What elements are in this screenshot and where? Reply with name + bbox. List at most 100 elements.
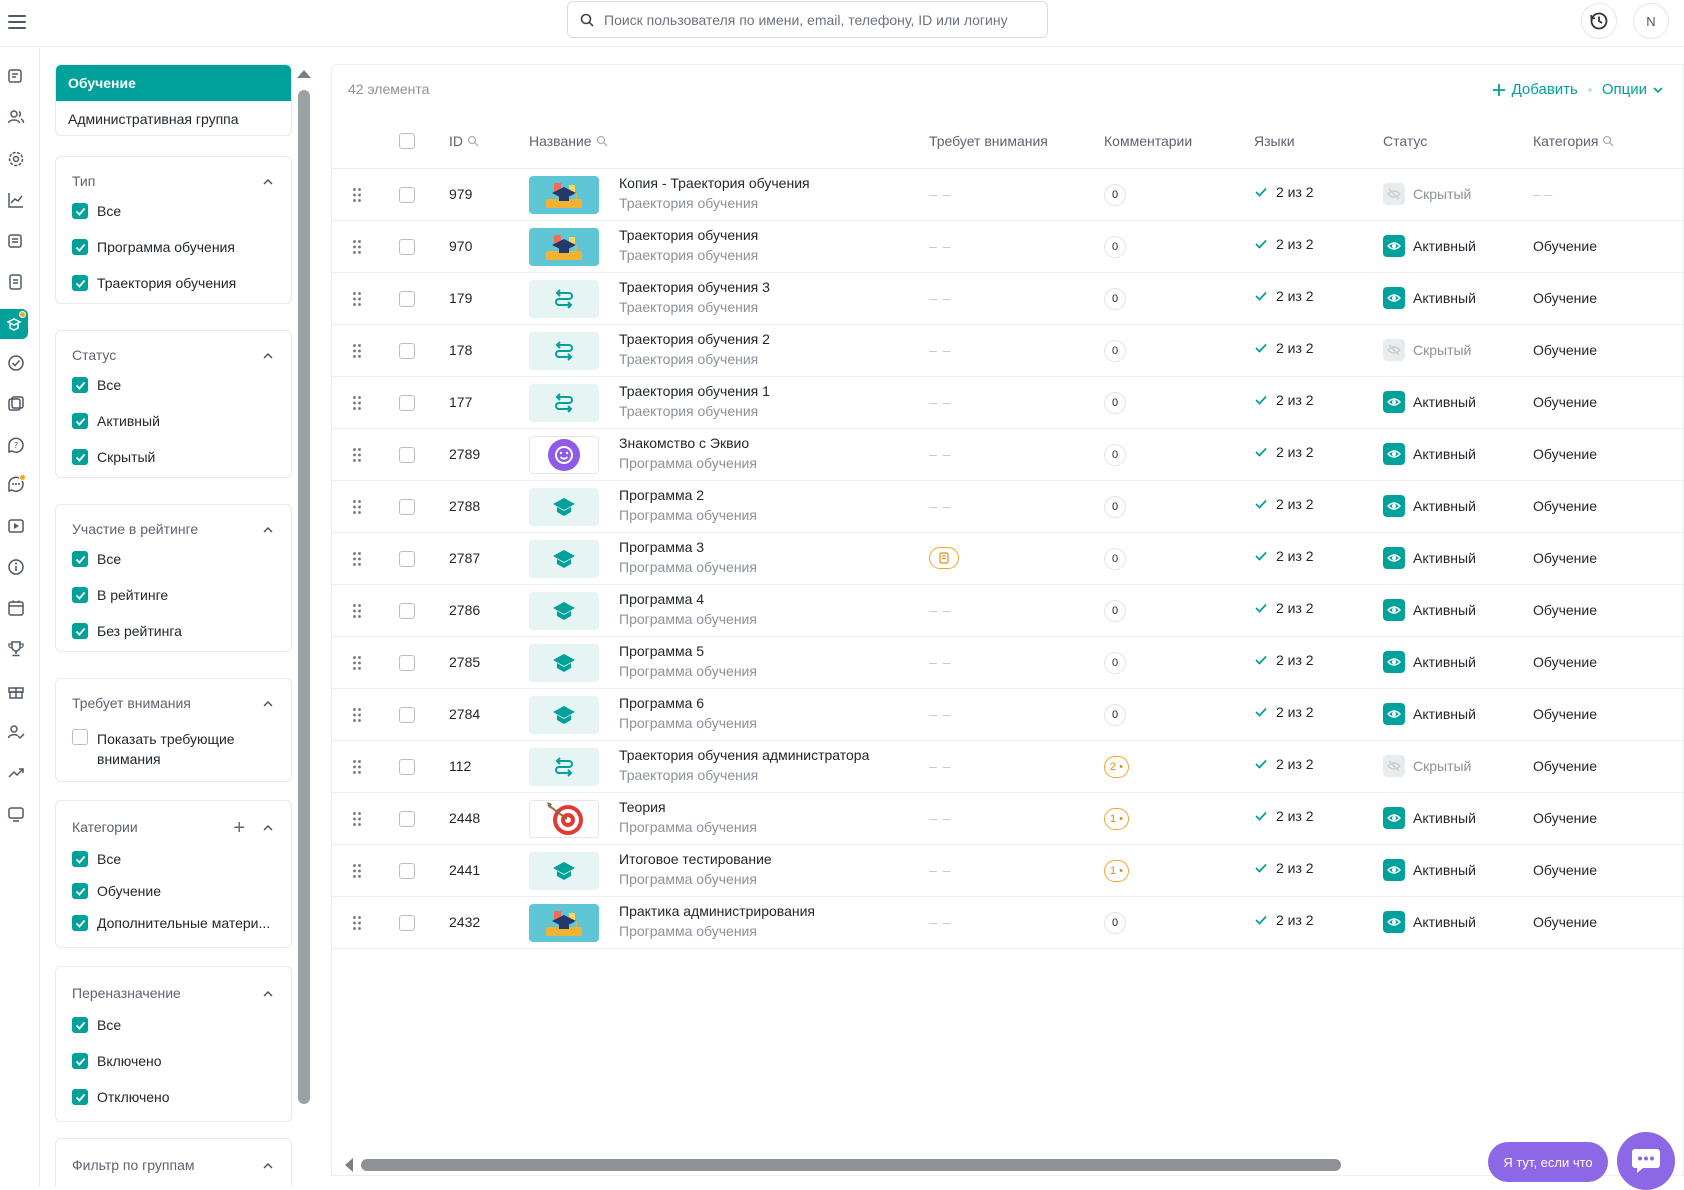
select-all-checkbox[interactable] — [399, 133, 415, 149]
column-header-status[interactable]: Статус — [1383, 133, 1427, 149]
table-row[interactable]: 2432 Практика администрирования Программа … — [332, 897, 1683, 949]
column-header-attention[interactable]: Требует внимания — [929, 133, 1048, 149]
table-row[interactable]: 2785 Программа 5 Программа обучения – – 0 2 и… — [332, 637, 1683, 689]
filter-option[interactable]: Все — [72, 1017, 121, 1033]
monitor-icon[interactable] — [4, 802, 28, 826]
chevron-up-icon[interactable] — [263, 823, 273, 833]
row-checkbox[interactable] — [399, 811, 415, 827]
status-badge[interactable]: Активный — [1383, 235, 1476, 257]
comments-badge[interactable]: 0 — [1104, 912, 1126, 934]
chevron-up-icon[interactable] — [263, 699, 273, 709]
learning-icon[interactable] — [0, 309, 28, 339]
filter-option[interactable]: Без рейтинга — [72, 623, 182, 639]
status-badge[interactable]: Активный — [1383, 287, 1476, 309]
drag-handle[interactable] — [352, 291, 362, 307]
drag-handle[interactable] — [352, 395, 362, 411]
row-title-link[interactable]: Траектория обучения 1 — [619, 383, 770, 399]
row-title-link[interactable]: Программа 2 — [619, 487, 705, 503]
column-header-category[interactable]: Категория — [1533, 133, 1614, 149]
checkbox-checked[interactable] — [72, 587, 88, 603]
check-circle-icon[interactable] — [4, 351, 28, 375]
column-header-comments[interactable]: Комментарии — [1104, 133, 1192, 149]
status-badge[interactable]: Активный — [1383, 443, 1476, 465]
checkbox-checked[interactable] — [72, 915, 88, 931]
checkbox-unchecked[interactable] — [72, 729, 88, 745]
filter-option[interactable]: Дополнительные матери... — [72, 915, 270, 931]
checkbox-checked[interactable] — [72, 377, 88, 393]
comments-badge[interactable]: 0 — [1104, 340, 1126, 362]
table-row[interactable]: 2788 Программа 2 Программа обучения – – 0 2 и… — [332, 481, 1683, 533]
checkbox-checked[interactable] — [72, 239, 88, 255]
news-icon[interactable] — [4, 64, 28, 88]
chat-icon[interactable] — [4, 472, 28, 496]
comments-badge[interactable]: 0 — [1104, 548, 1126, 570]
documents-icon[interactable] — [4, 270, 28, 294]
scrollbar-thumb[interactable] — [298, 90, 310, 1104]
section-tab-learning[interactable]: Обучение — [56, 65, 291, 101]
help-prompt-pill[interactable]: Я тут, если что — [1488, 1142, 1608, 1182]
checkbox-checked[interactable] — [72, 203, 88, 219]
checkbox-checked[interactable] — [72, 851, 88, 867]
video-icon[interactable] — [4, 514, 28, 538]
row-title-link[interactable]: Знакомство с Эквио — [619, 435, 750, 451]
row-checkbox[interactable] — [399, 187, 415, 203]
chevron-up-icon[interactable] — [263, 525, 273, 535]
checkbox-checked[interactable] — [72, 883, 88, 899]
support-chat-button[interactable] — [1617, 1132, 1675, 1190]
status-badge[interactable]: Активный — [1383, 391, 1476, 413]
filter-option[interactable]: Отключено — [72, 1089, 170, 1105]
drag-handle[interactable] — [352, 603, 362, 619]
drag-handle[interactable] — [352, 811, 362, 827]
search-icon[interactable] — [596, 135, 608, 147]
table-horizontal-scrollbar[interactable] — [345, 1158, 1345, 1172]
status-badge[interactable]: Активный — [1383, 547, 1476, 569]
status-badge[interactable]: Активный — [1383, 495, 1476, 517]
checkbox-checked[interactable] — [72, 449, 88, 465]
comments-badge[interactable]: 1 • — [1104, 860, 1130, 882]
surveys-icon[interactable] — [4, 392, 28, 416]
row-title-link[interactable]: Траектория обучения администратора — [619, 747, 870, 763]
drag-handle[interactable] — [352, 239, 362, 255]
filter-option[interactable]: Все — [72, 377, 121, 393]
drag-handle[interactable] — [352, 915, 362, 931]
add-category-plus-icon[interactable]: + — [233, 817, 245, 839]
checkbox-checked[interactable] — [72, 1089, 88, 1105]
status-badge[interactable]: Скрытый — [1383, 755, 1471, 777]
filter-option[interactable]: Траектория обучения — [72, 275, 236, 291]
drag-handle[interactable] — [352, 343, 362, 359]
status-badge[interactable]: Активный — [1383, 807, 1476, 829]
chevron-up-icon[interactable] — [263, 351, 273, 361]
scroll-up-arrow-icon[interactable] — [297, 70, 311, 78]
row-checkbox[interactable] — [399, 239, 415, 255]
filter-option[interactable]: Показать требующие внимания — [72, 729, 235, 769]
add-button[interactable]: Добавить — [1492, 81, 1578, 98]
drag-handle[interactable] — [352, 863, 362, 879]
table-row[interactable]: 2448 Теория Программа обучения – – 1 • 2 из 2… — [332, 793, 1683, 845]
filter-option[interactable]: Скрытый — [72, 449, 155, 465]
search-icon[interactable] — [1602, 135, 1614, 147]
analytics-chart-icon[interactable] — [4, 188, 28, 212]
checkbox-checked[interactable] — [72, 1053, 88, 1069]
drag-handle[interactable] — [352, 447, 362, 463]
filter-option[interactable]: Все — [72, 851, 121, 867]
status-badge[interactable]: Активный — [1383, 703, 1476, 725]
drag-handle[interactable] — [352, 499, 362, 515]
row-checkbox[interactable] — [399, 551, 415, 567]
filter-option[interactable]: Обучение — [72, 883, 161, 899]
row-checkbox[interactable] — [399, 863, 415, 879]
table-row[interactable]: 177 Траектория обучения 1 Траектория обуче… — [332, 377, 1683, 429]
comments-badge[interactable]: 0 — [1104, 236, 1126, 258]
comments-badge[interactable]: 0 — [1104, 652, 1126, 674]
table-row[interactable]: 179 Траектория обучения 3 Траектория обуче… — [332, 273, 1683, 325]
comments-badge[interactable]: 0 — [1104, 444, 1126, 466]
filter-option[interactable]: Все — [72, 203, 121, 219]
info-icon[interactable] — [4, 555, 28, 579]
column-header-id[interactable]: ID — [449, 133, 479, 149]
users-icon[interactable] — [4, 105, 28, 129]
row-title-link[interactable]: Практика администрирования — [619, 903, 815, 919]
user-search[interactable] — [567, 1, 1048, 38]
comments-badge[interactable]: 0 — [1104, 704, 1126, 726]
row-checkbox[interactable] — [399, 343, 415, 359]
filter-option[interactable]: Активный — [72, 413, 160, 429]
chevron-up-icon[interactable] — [263, 177, 273, 187]
